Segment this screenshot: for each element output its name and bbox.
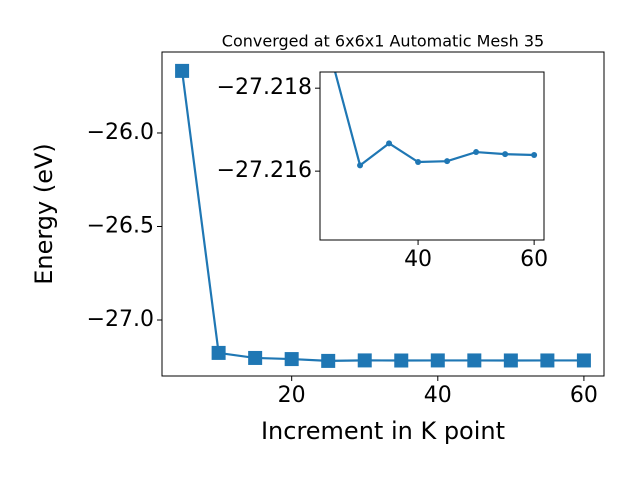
marker [430, 353, 445, 368]
marker [473, 149, 480, 156]
marker [503, 353, 518, 368]
marker [284, 352, 299, 367]
marker [444, 158, 451, 165]
marker [211, 345, 226, 360]
y-tick-label: −27.0 [87, 307, 154, 332]
y-axis-label: Energy (eV) [30, 143, 58, 285]
marker [394, 353, 409, 368]
y-tick-label: −26.0 [87, 120, 154, 145]
marker [467, 353, 482, 368]
marker [321, 353, 336, 368]
x-axis-label: Increment in K point [261, 417, 505, 445]
x-tick-label: 60 [520, 247, 548, 272]
marker [357, 353, 372, 368]
marker [540, 353, 555, 368]
chart-title: Converged at 6x6x1 Automatic Mesh 35 [222, 32, 544, 51]
axes-frame [161, 51, 605, 377]
x-tick-label: 40 [424, 383, 452, 408]
series-line [333, 72, 535, 168]
marker [502, 151, 509, 158]
marker [248, 350, 263, 365]
x-tick-label: 40 [404, 247, 432, 272]
marker [415, 159, 422, 166]
y-tick-label: −26.5 [87, 213, 154, 238]
plot-area [320, 72, 544, 240]
x-tick-label: 60 [570, 383, 598, 408]
axes-frame [319, 71, 545, 241]
marker [357, 162, 364, 169]
y-tick-label: −27.218 [217, 75, 312, 100]
plot-layer [333, 72, 538, 169]
marker [175, 63, 190, 78]
x-tick-label: 20 [278, 383, 306, 408]
marker [576, 353, 591, 368]
marker [531, 151, 538, 158]
plot-layer [175, 63, 591, 368]
y-tick-label: −27.216 [217, 158, 312, 183]
marker [386, 140, 393, 147]
